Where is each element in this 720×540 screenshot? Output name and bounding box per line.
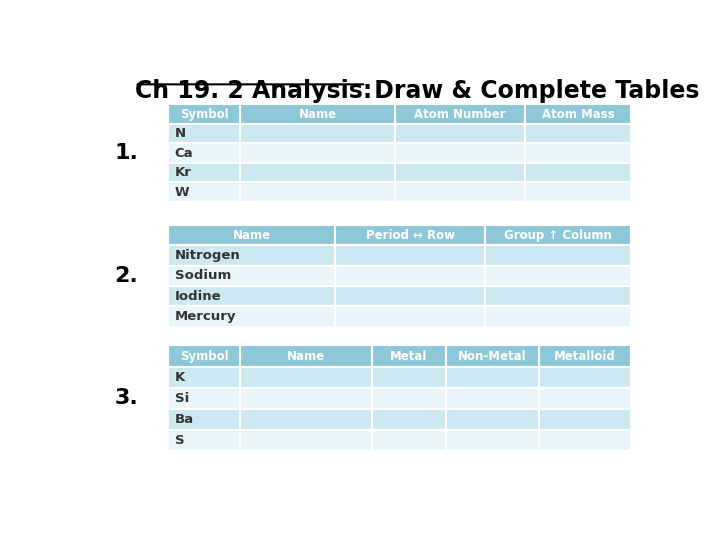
Text: Iodine: Iodine: [175, 289, 222, 303]
Text: N: N: [175, 127, 186, 140]
Bar: [168, 245, 335, 266]
Bar: [525, 104, 631, 124]
Bar: [539, 409, 631, 430]
Bar: [240, 409, 372, 430]
Bar: [525, 163, 631, 183]
Text: Sodium: Sodium: [175, 269, 231, 282]
Text: Symbol: Symbol: [180, 349, 228, 362]
Text: Ca: Ca: [175, 147, 194, 160]
Text: S: S: [175, 434, 184, 448]
Text: Symbol: Symbol: [180, 107, 228, 120]
Text: K: K: [175, 371, 185, 384]
Text: Atom Number: Atom Number: [414, 107, 505, 120]
Bar: [240, 183, 395, 202]
Bar: [395, 144, 525, 163]
Text: Metalloid: Metalloid: [554, 349, 616, 362]
Bar: [168, 266, 335, 286]
Text: Non-Metal: Non-Metal: [458, 349, 526, 362]
Bar: [168, 225, 335, 245]
Text: Ba: Ba: [175, 413, 194, 426]
Bar: [395, 183, 525, 202]
Text: Group ↑ Column: Group ↑ Column: [505, 228, 612, 241]
Bar: [168, 104, 240, 124]
Text: 2.: 2.: [114, 266, 138, 286]
Bar: [240, 163, 395, 183]
Bar: [372, 367, 446, 388]
Text: Metal: Metal: [390, 349, 428, 362]
Bar: [485, 286, 631, 306]
Text: Mercury: Mercury: [175, 310, 236, 323]
Bar: [168, 144, 240, 163]
Bar: [168, 286, 335, 306]
Bar: [525, 183, 631, 202]
Bar: [335, 306, 485, 327]
Bar: [485, 266, 631, 286]
Bar: [395, 104, 525, 124]
Bar: [446, 388, 539, 409]
Bar: [372, 409, 446, 430]
Bar: [485, 306, 631, 327]
Text: Draw & Complete Tables: Draw & Complete Tables: [366, 79, 700, 103]
Bar: [485, 225, 631, 245]
Bar: [335, 225, 485, 245]
Text: 3.: 3.: [114, 388, 138, 408]
Bar: [168, 163, 240, 183]
Text: Nitrogen: Nitrogen: [175, 249, 240, 262]
Bar: [539, 388, 631, 409]
Bar: [539, 367, 631, 388]
Bar: [168, 183, 240, 202]
Bar: [372, 388, 446, 409]
Text: Name: Name: [233, 228, 271, 241]
Bar: [446, 367, 539, 388]
Bar: [240, 367, 372, 388]
Bar: [539, 346, 631, 367]
Bar: [168, 409, 240, 430]
Bar: [240, 124, 395, 144]
Bar: [168, 388, 240, 409]
Bar: [372, 346, 446, 367]
Bar: [485, 245, 631, 266]
Bar: [240, 104, 395, 124]
Text: Name: Name: [287, 349, 325, 362]
Text: Ch 19. 2 Analysis:: Ch 19. 2 Analysis:: [135, 79, 372, 103]
Bar: [168, 346, 240, 367]
Bar: [168, 124, 240, 144]
Text: Atom Mass: Atom Mass: [541, 107, 614, 120]
Text: Period ↔ Row: Period ↔ Row: [366, 228, 454, 241]
Bar: [240, 346, 372, 367]
Bar: [335, 286, 485, 306]
Bar: [168, 367, 240, 388]
Text: W: W: [175, 186, 189, 199]
Bar: [395, 163, 525, 183]
Bar: [240, 430, 372, 451]
Bar: [446, 346, 539, 367]
Text: Kr: Kr: [175, 166, 192, 179]
Bar: [168, 430, 240, 451]
Text: Name: Name: [298, 107, 336, 120]
Bar: [240, 388, 372, 409]
Bar: [372, 430, 446, 451]
Bar: [539, 430, 631, 451]
Bar: [525, 124, 631, 144]
Bar: [335, 245, 485, 266]
Bar: [168, 306, 335, 327]
Bar: [395, 124, 525, 144]
Bar: [240, 144, 395, 163]
Bar: [446, 430, 539, 451]
Bar: [335, 266, 485, 286]
Text: Si: Si: [175, 392, 189, 405]
Text: 1.: 1.: [114, 143, 138, 163]
Bar: [525, 144, 631, 163]
Bar: [446, 409, 539, 430]
